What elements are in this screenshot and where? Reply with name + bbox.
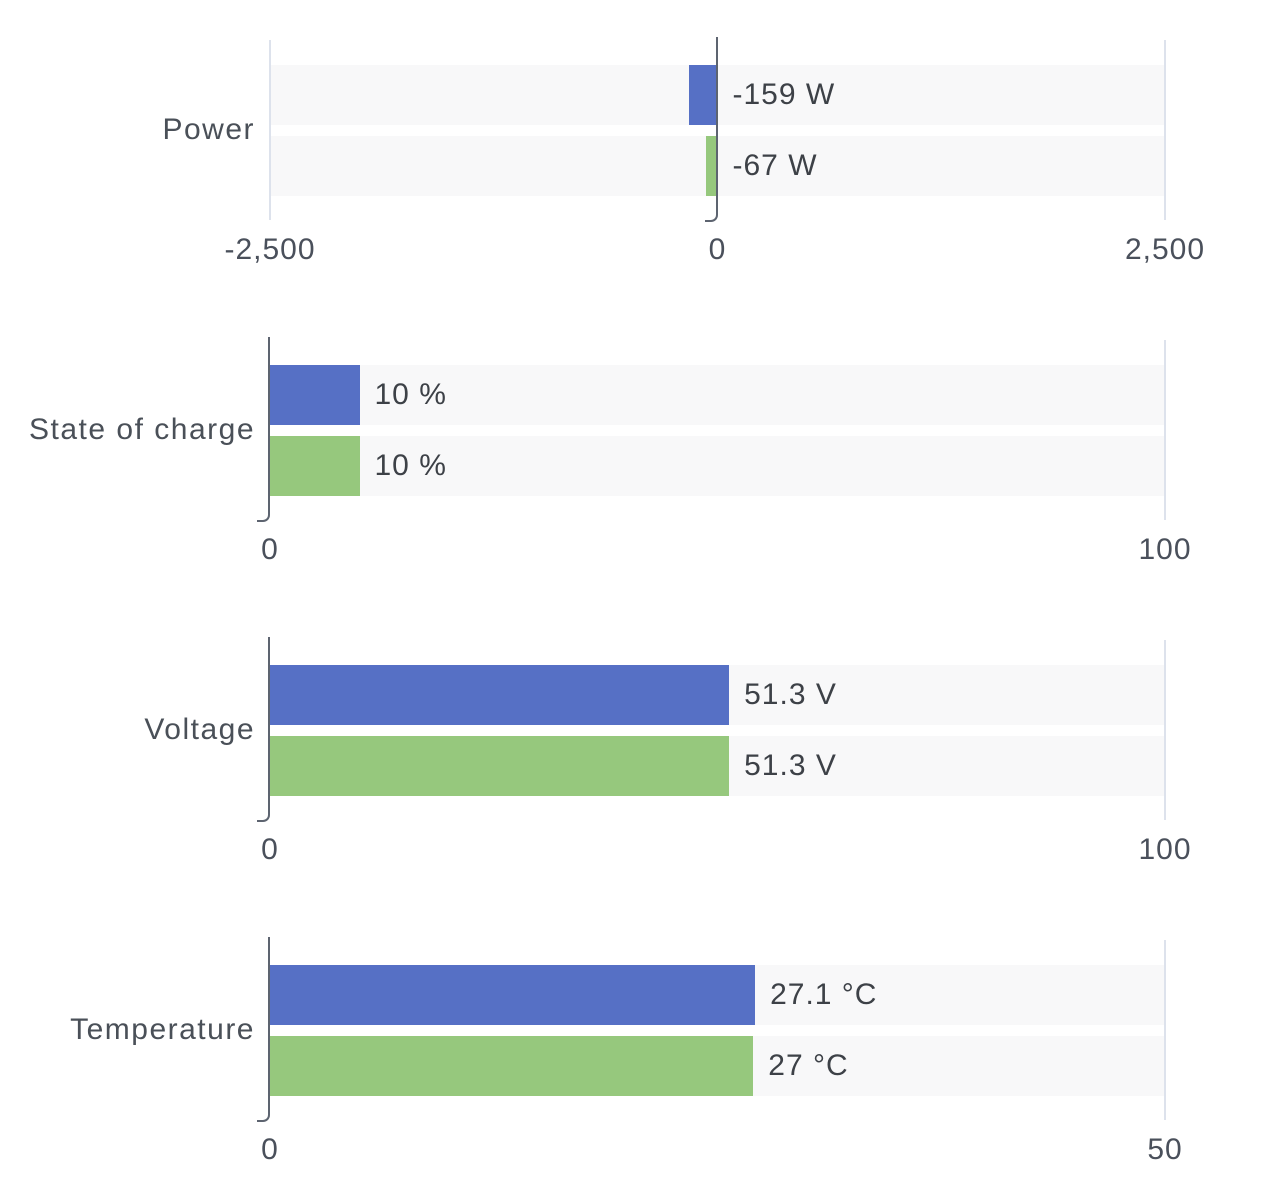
grid-line	[1164, 640, 1166, 820]
category-label-power: Power	[162, 113, 255, 146]
bar-chart-power: Power -159 W -67 W -2,500 0 2,500	[0, 37, 1274, 270]
category-label-voltage: Voltage	[144, 713, 255, 746]
zero-axis-line	[257, 937, 270, 1122]
x-axis-tick-label: 0	[261, 533, 279, 566]
plot-area-power: -159 W -67 W -2,500 0 2,500	[224, 37, 1204, 266]
bar-track	[270, 436, 1165, 496]
bar-value-label: 10 %	[374, 449, 447, 482]
grid-line	[1164, 40, 1166, 220]
bar-series-1	[689, 65, 718, 125]
bar-series-1	[270, 665, 730, 725]
x-axis-tick-label: 0	[261, 833, 279, 866]
bar-chart-temperature: Temperature 27.1 °C 27 °C 0 50	[0, 937, 1274, 1170]
category-label-temperature: Temperature	[70, 1013, 255, 1046]
category-label-state-of-charge: State of charge	[29, 413, 255, 446]
bar-value-label: -159 W	[732, 78, 836, 111]
bar-value-label: 51.3 V	[744, 678, 837, 711]
bar-series-2	[270, 1036, 754, 1096]
x-axis-tick-label: 0	[261, 1133, 279, 1166]
bar-track	[270, 65, 1165, 125]
bar-series-2	[705, 136, 718, 196]
charts-container: Power -159 W -67 W -2,500 0 2,500 State of c…	[0, 37, 1274, 1170]
grid-line	[1164, 340, 1166, 520]
bar-series-1	[270, 365, 360, 425]
zero-axis-line	[257, 337, 270, 522]
plot-area-voltage: 51.3 V 51.3 V 0 100	[257, 637, 1191, 866]
zero-axis-line	[704, 37, 718, 222]
plot-area-state-of-charge: 10 % 10 % 0 100	[257, 337, 1191, 566]
bar-chart-voltage: Voltage 51.3 V 51.3 V 0 100	[0, 637, 1274, 870]
grid-line	[1164, 940, 1166, 1120]
plot-area-temperature: 27.1 °C 27 °C 0 50	[257, 937, 1182, 1166]
x-axis-tick-label: 100	[1138, 533, 1192, 566]
grid-line	[269, 40, 271, 220]
x-axis-tick-label: 50	[1147, 1133, 1183, 1166]
bar-series-2	[270, 436, 360, 496]
x-axis-tick-label: 2,500	[1124, 233, 1206, 266]
x-axis-tick-label: 0	[708, 233, 727, 266]
bar-track	[270, 136, 1165, 196]
bar-series-2	[270, 736, 730, 796]
bar-value-label: -67 W	[732, 149, 818, 182]
zero-axis-line	[257, 637, 270, 822]
bar-value-label: 51.3 V	[744, 749, 837, 782]
bar-track	[270, 365, 1165, 425]
bar-value-label: 27.1 °C	[770, 978, 878, 1011]
bar-value-label: 10 %	[374, 378, 447, 411]
bar-chart-state-of-charge: State of charge 10 % 10 % 0 100	[0, 337, 1274, 570]
x-axis-tick-label: -2,500	[224, 233, 316, 266]
bar-series-1	[270, 965, 756, 1025]
x-axis-tick-label: 100	[1138, 833, 1192, 866]
bar-value-label: 27 °C	[768, 1049, 849, 1082]
